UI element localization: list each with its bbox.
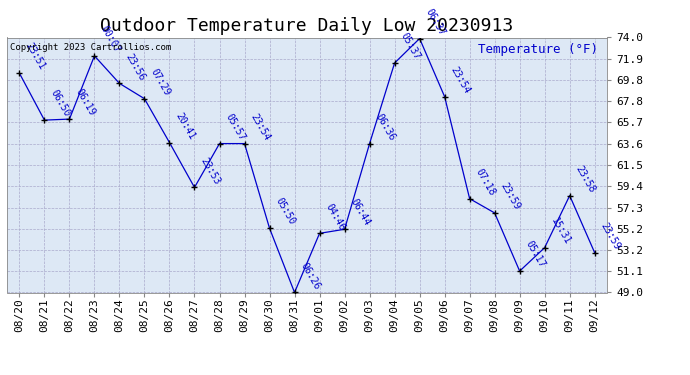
Text: Temperature (°F): Temperature (°F) <box>478 43 598 56</box>
Text: 06:36: 06:36 <box>374 112 397 142</box>
Title: Outdoor Temperature Daily Low 20230913: Outdoor Temperature Daily Low 20230913 <box>101 16 513 34</box>
Text: 06:19: 06:19 <box>74 87 97 118</box>
Text: 05:50: 05:50 <box>274 196 297 227</box>
Text: 06:26: 06:26 <box>299 261 322 291</box>
Text: 05:57: 05:57 <box>224 112 247 142</box>
Text: 06:37: 06:37 <box>424 7 447 37</box>
Text: 06:50: 06:50 <box>48 88 72 119</box>
Text: 05:17: 05:17 <box>524 239 547 270</box>
Text: 15:31: 15:31 <box>549 216 572 246</box>
Text: 05:37: 05:37 <box>399 31 422 62</box>
Text: 23:54: 23:54 <box>248 112 272 142</box>
Text: 23:51: 23:51 <box>23 41 47 72</box>
Text: 00:07: 00:07 <box>99 24 122 54</box>
Text: 23:56: 23:56 <box>124 52 147 82</box>
Text: 23:59: 23:59 <box>599 221 622 251</box>
Text: 20:41: 20:41 <box>174 111 197 141</box>
Text: Copyright 2023 Cartrollios.com: Copyright 2023 Cartrollios.com <box>10 43 171 52</box>
Text: 06:44: 06:44 <box>348 197 372 228</box>
Text: 07:18: 07:18 <box>474 167 497 197</box>
Text: 23:54: 23:54 <box>448 65 472 95</box>
Text: 23:59: 23:59 <box>499 181 522 212</box>
Text: 23:53: 23:53 <box>199 156 222 186</box>
Text: 23:58: 23:58 <box>574 164 598 194</box>
Text: 07:29: 07:29 <box>148 67 172 97</box>
Text: 04:46: 04:46 <box>324 201 347 232</box>
